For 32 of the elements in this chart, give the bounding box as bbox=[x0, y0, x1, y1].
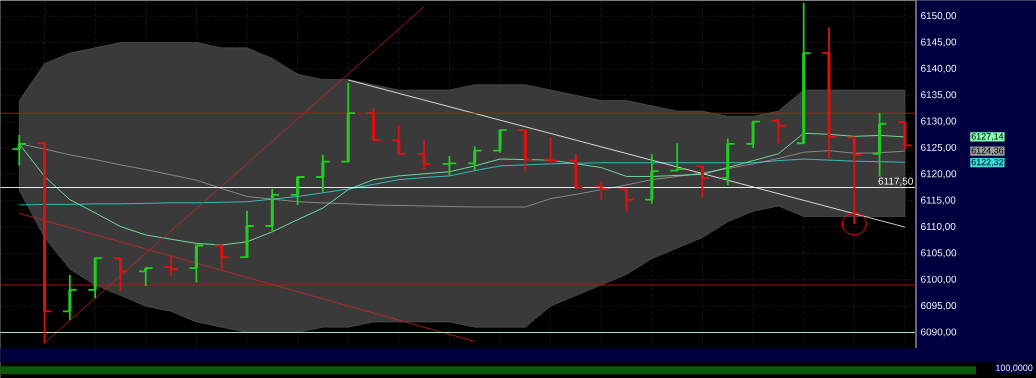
y-tick-label: 6145,00 bbox=[921, 38, 957, 47]
y-tick-label: 6135,00 bbox=[921, 91, 957, 100]
candlestick bbox=[644, 153, 660, 205]
y-tick-label: 6100,00 bbox=[921, 275, 957, 284]
candlestick bbox=[11, 133, 27, 167]
y-tick-label: 6120,00 bbox=[921, 170, 957, 179]
y-tick-label: 6125,00 bbox=[921, 143, 957, 152]
candlestick bbox=[467, 145, 483, 171]
candlestick bbox=[821, 26, 837, 159]
y-tick-label: 6105,00 bbox=[921, 249, 957, 258]
text: 6122,32 bbox=[971, 158, 1004, 167]
y-tick-label: 6130,00 bbox=[921, 117, 957, 126]
y-tick-label: 6095,00 bbox=[921, 301, 957, 311]
ref-line-label: 6117,50 bbox=[878, 177, 913, 186]
candlestick bbox=[593, 179, 609, 201]
y-tick-label: 6090,00 bbox=[921, 328, 957, 337]
candlestick bbox=[416, 139, 432, 171]
y-tick-label: 6150,00 bbox=[921, 11, 957, 21]
text: 6124,36 bbox=[971, 147, 1004, 155]
candlestick bbox=[542, 135, 559, 165]
candlestick bbox=[264, 188, 281, 233]
y-tick-label: 6115,00 bbox=[921, 196, 956, 205]
candlestick bbox=[441, 154, 458, 177]
text: 100,0000 bbox=[996, 364, 1033, 372]
y-tick-label: 6110,00 bbox=[921, 222, 956, 232]
candlestick bbox=[315, 153, 331, 193]
text: 6127,14 bbox=[971, 133, 1004, 141]
candlestick bbox=[720, 137, 736, 186]
candlestick bbox=[62, 273, 78, 321]
candlestick bbox=[871, 111, 888, 178]
y-tick-label: 6140,00 bbox=[921, 64, 957, 73]
candlestick bbox=[163, 255, 179, 277]
